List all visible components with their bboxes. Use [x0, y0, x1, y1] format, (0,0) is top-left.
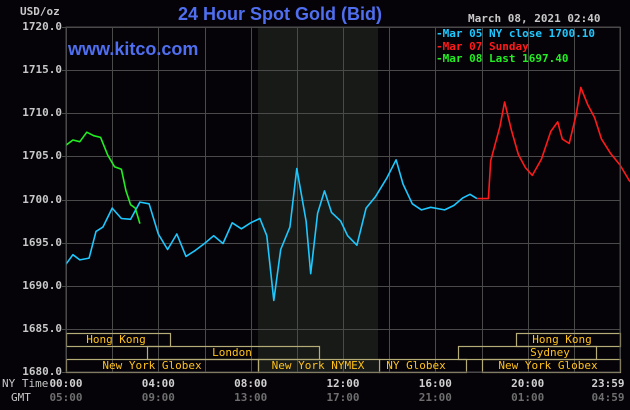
price-line — [65, 131, 141, 224]
legend: -Mar 05 NY close 1700.10 -Mar 07 Sunday … — [436, 27, 595, 66]
session-label: NY Globex — [386, 359, 446, 372]
session-label: Hong Kong — [86, 333, 146, 346]
watermark-link[interactable]: www.kitco.com — [68, 39, 199, 59]
shaded-nymex-region — [258, 27, 378, 372]
session-label: New York Globex — [498, 359, 598, 372]
y-tick-label: 1695.0 — [22, 235, 62, 249]
x-tick-label-gmt: 04:59 — [591, 391, 625, 404]
x-tick-label-gmt: 13:00 — [234, 391, 268, 404]
y-tick-label: 1720.0 — [22, 19, 62, 33]
session-label: New York NYMEX — [271, 359, 365, 372]
x-tick-label-gmt: 05:00 — [49, 391, 83, 404]
x-tick-label-gmt: 17:00 — [326, 391, 360, 404]
price-line — [476, 86, 630, 200]
y-tick-label: 1710.0 — [22, 105, 62, 119]
legend-item-sunday: -Mar 07 Sunday — [436, 39, 529, 53]
y-tick-label: 1715.0 — [22, 62, 62, 76]
session-label: London — [212, 346, 252, 359]
x-tick-label-ny: 16:00 — [418, 377, 452, 390]
ny-time-row-label: NY Time — [2, 377, 49, 390]
x-tick-label-ny: 20:00 — [511, 377, 545, 390]
y-tick-label: 1700.0 — [22, 192, 62, 206]
legend-item-last: -Mar 08 Last 1697.40 — [436, 52, 569, 65]
x-tick-label-ny: 04:00 — [141, 377, 175, 390]
session-label: Hong Kong — [532, 333, 592, 346]
plot-border — [65, 26, 621, 373]
y-tick-label: 1680.0 — [22, 364, 62, 378]
session-label: New York Globex — [102, 359, 202, 372]
y-tick-label: 1685.0 — [22, 321, 62, 335]
y-tick-label: 1705.0 — [22, 148, 62, 162]
x-tick-label-ny: 12:00 — [326, 377, 360, 390]
x-tick-label-gmt: 09:00 — [141, 391, 175, 404]
x-tick-label-gmt: 01:00 — [511, 391, 545, 404]
legend-item-ny-close: -Mar 05 NY close 1700.10 — [436, 27, 595, 40]
y-tick-label: 1690.0 — [22, 278, 62, 292]
chart-title: 24 Hour Spot Gold (Bid) — [178, 4, 382, 24]
x-tick-label-ny: 00:00 — [49, 377, 83, 390]
x-tick-label-gmt: 21:00 — [418, 391, 452, 404]
session-label: Sydney — [530, 346, 570, 359]
datestamp: March 08, 2021 02:40 — [468, 12, 601, 25]
x-tick-label-ny: 23:59 — [591, 377, 625, 390]
x-tick-label-ny: 08:00 — [234, 377, 268, 390]
unit-label: USD/oz — [20, 5, 60, 18]
gmt-row-label: GMT — [11, 391, 31, 404]
price-line — [65, 159, 478, 302]
